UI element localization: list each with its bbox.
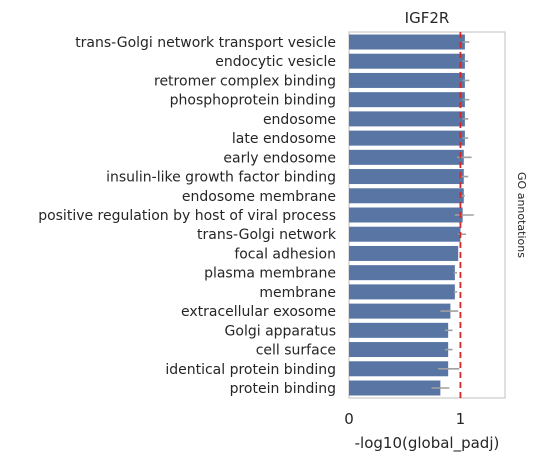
bar [349, 342, 449, 358]
category-label: Golgi apparatus [225, 323, 336, 339]
bar [349, 380, 441, 396]
bar [349, 226, 461, 242]
bar [349, 53, 465, 69]
category-label: late endosome [232, 131, 336, 147]
category-label: insulin-like growth factor binding [106, 170, 336, 186]
bar [349, 34, 465, 50]
category-label: endosome [263, 112, 336, 128]
x-tick-label: 0 [344, 410, 354, 428]
bar [349, 188, 464, 204]
bar [349, 245, 459, 261]
category-labels: trans-Golgi network transport vesicle end… [38, 35, 337, 397]
category-label: cell surface [256, 343, 336, 359]
category-label: retromer complex binding [154, 73, 336, 89]
chart-title: IGF2R [405, 9, 450, 27]
category-label: positive regulation by host of viral pro… [38, 208, 336, 224]
category-label: plasma membrane [204, 266, 336, 282]
category-label: trans-Golgi network transport vesicle [75, 35, 336, 51]
bar [349, 265, 455, 281]
bar [349, 130, 465, 146]
bar [349, 284, 455, 300]
category-label: endosome membrane [182, 189, 336, 205]
category-label: endocytic vesicle [215, 54, 336, 70]
bar [349, 303, 451, 319]
bar [349, 322, 449, 338]
bar [349, 361, 449, 377]
bar [349, 169, 464, 185]
bar [349, 92, 465, 108]
x-axis-label: -log10(global_padj) [355, 434, 500, 453]
category-label: membrane [259, 285, 336, 301]
bar [349, 111, 465, 127]
category-label: extracellular exosome [181, 304, 336, 320]
category-label: identical protein binding [165, 362, 336, 378]
bar [349, 72, 465, 88]
category-label: protein binding [230, 381, 336, 397]
bars-layer [349, 32, 474, 398]
category-label: trans-Golgi network [197, 227, 337, 243]
x-tick-label: 1 [456, 410, 466, 428]
right-side-label: GO annotations [515, 172, 528, 258]
bar [349, 207, 463, 223]
category-label: early endosome [223, 150, 336, 166]
bar [349, 149, 464, 165]
category-label: focal adhesion [234, 246, 336, 262]
category-label: phosphoprotein binding [170, 93, 336, 109]
